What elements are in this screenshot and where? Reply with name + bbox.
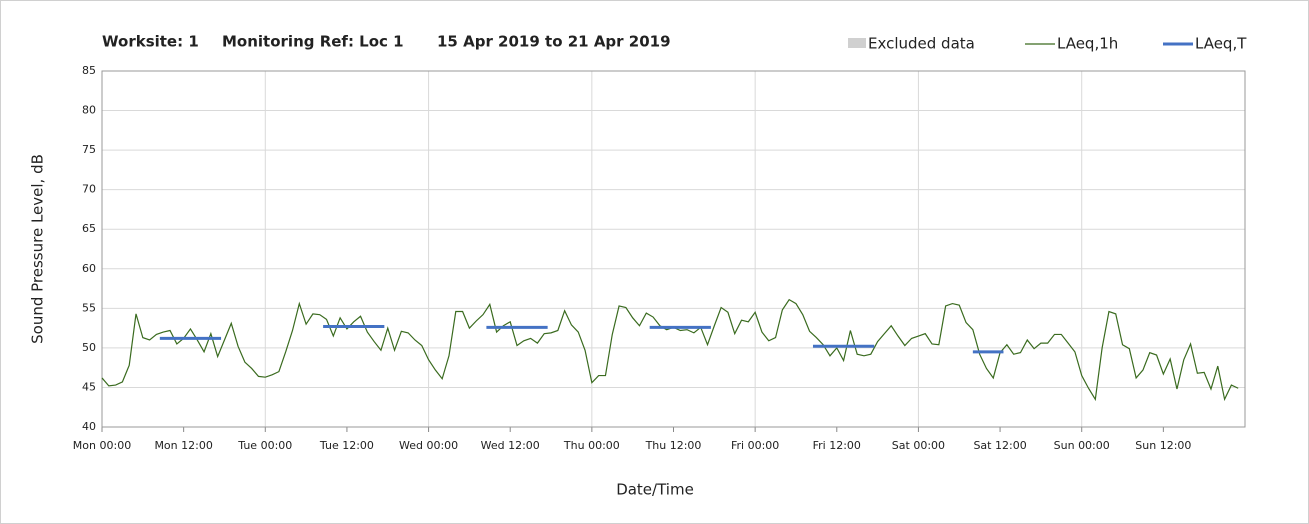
x-tick-label: Fri 12:00 — [813, 439, 861, 452]
legend-label: LAeq,T — [1195, 35, 1247, 53]
x-tick-label: Sat 00:00 — [892, 439, 945, 452]
y-tick-label: 50 — [82, 341, 96, 354]
title-dates: 15 Apr 2019 to 21 Apr 2019 — [437, 33, 671, 51]
x-tick-label: Tue 00:00 — [237, 439, 292, 452]
y-tick-label: 45 — [82, 380, 96, 393]
x-axis-label: Date/Time — [616, 481, 694, 499]
x-tick-label: Sat 12:00 — [973, 439, 1026, 452]
y-tick-label: 75 — [82, 143, 96, 156]
x-tick-label: Thu 12:00 — [645, 439, 702, 452]
x-tick-label: Sun 00:00 — [1054, 439, 1110, 452]
y-axis-label: Sound Pressure Level, dB — [29, 154, 47, 344]
title-ref: Monitoring Ref: Loc 1 — [222, 33, 404, 51]
x-tick-label: Wed 00:00 — [399, 439, 458, 452]
y-tick-label: 55 — [82, 301, 96, 314]
y-tick-label: 70 — [82, 183, 96, 196]
x-tick-label: Fri 00:00 — [731, 439, 779, 452]
legend-label: Excluded data — [868, 35, 975, 53]
legend-swatch — [848, 38, 866, 48]
x-tick-label: Mon 00:00 — [73, 439, 131, 452]
y-tick-label: 85 — [82, 64, 96, 77]
y-tick-label: 65 — [82, 222, 96, 235]
y-tick-label: 80 — [82, 104, 96, 117]
x-tick-label: Sun 12:00 — [1135, 439, 1191, 452]
x-tick-label: Tue 12:00 — [319, 439, 374, 452]
x-tick-label: Mon 12:00 — [154, 439, 212, 452]
y-tick-label: 60 — [82, 262, 96, 275]
x-tick-label: Wed 12:00 — [481, 439, 540, 452]
plot-frame — [101, 70, 1246, 428]
title-worksite: Worksite: 1 — [102, 33, 199, 51]
x-tick-label: Thu 00:00 — [563, 439, 620, 452]
legend-label: LAeq,1h — [1057, 35, 1118, 53]
y-tick-label: 40 — [82, 420, 96, 433]
